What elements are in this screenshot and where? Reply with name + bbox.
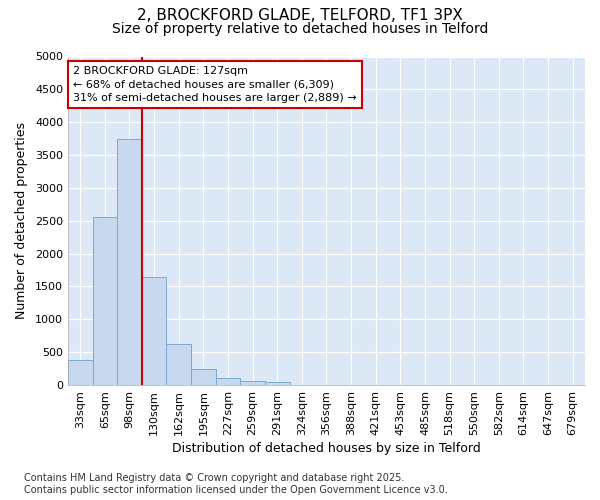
Text: 2 BROCKFORD GLADE: 127sqm
← 68% of detached houses are smaller (6,309)
31% of se: 2 BROCKFORD GLADE: 127sqm ← 68% of detac… (73, 66, 357, 103)
Bar (265, 382, 290, 385)
Bar (166, 344, 191, 385)
Bar (92, 218, 117, 385)
Bar (117, 138, 142, 385)
Bar (215, 378, 240, 385)
Text: Contains HM Land Registry data © Crown copyright and database right 2025.
Contai: Contains HM Land Registry data © Crown c… (24, 474, 448, 495)
X-axis label: Distribution of detached houses by size in Telford: Distribution of detached houses by size … (172, 442, 481, 455)
Text: 2, BROCKFORD GLADE, TELFORD, TF1 3PX: 2, BROCKFORD GLADE, TELFORD, TF1 3PX (137, 8, 463, 22)
Y-axis label: Number of detached properties: Number of detached properties (15, 122, 28, 320)
Bar (68, 360, 92, 385)
Text: Size of property relative to detached houses in Telford: Size of property relative to detached ho… (112, 22, 488, 36)
Bar (240, 381, 265, 385)
Bar (142, 276, 166, 385)
Bar (191, 370, 215, 385)
